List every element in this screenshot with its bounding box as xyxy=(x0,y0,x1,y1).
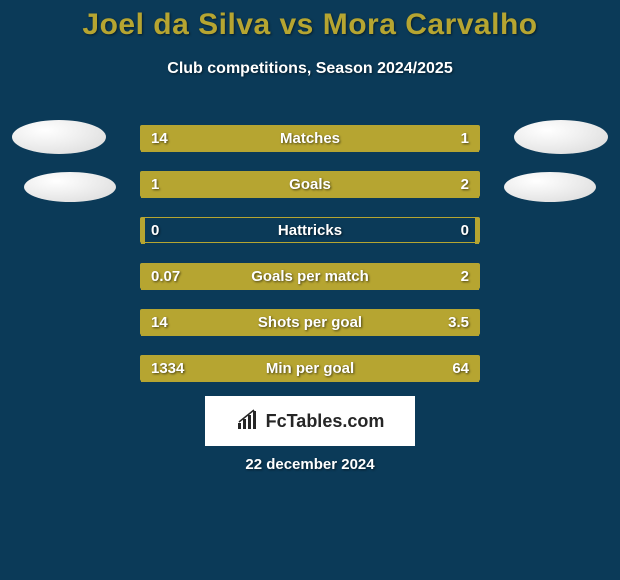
player-left-avatar xyxy=(12,120,106,154)
stat-row: Shots per goal143.5 xyxy=(140,309,480,335)
club-left-avatar xyxy=(24,172,116,202)
stat-bar-right xyxy=(399,310,479,336)
stat-bar-left xyxy=(141,126,401,152)
brand-chart-icon xyxy=(236,409,260,433)
stat-value-right: 0 xyxy=(461,218,469,244)
stat-bar-right xyxy=(409,356,479,382)
stat-row: Matches141 xyxy=(140,125,480,151)
date-text: 22 december 2024 xyxy=(0,456,620,473)
stat-bar-left xyxy=(141,310,401,336)
stat-bar-left xyxy=(141,172,241,198)
stat-value-left: 0 xyxy=(151,218,159,244)
stat-row: Goals per match0.072 xyxy=(140,263,480,289)
stat-bar-right xyxy=(399,126,479,152)
stat-bar-right xyxy=(475,218,479,244)
stat-bar-left xyxy=(141,356,411,382)
stat-bar-right xyxy=(147,264,479,290)
page-subtitle: Club competitions, Season 2024/2025 xyxy=(0,60,620,78)
stat-row: Hattricks0 0 xyxy=(140,217,480,243)
stat-bar-left xyxy=(141,218,145,244)
comparison-infographic: Joel da Silva vs Mora Carvalho Club comp… xyxy=(0,0,620,580)
stat-bars: Matches141 Goals12 Hattricks0 0 Goals per ma… xyxy=(140,125,480,401)
club-right-avatar xyxy=(504,172,596,202)
stat-label: Hattricks xyxy=(141,218,479,244)
player-right-avatar xyxy=(514,120,608,154)
page-title: Joel da Silva vs Mora Carvalho xyxy=(0,0,620,42)
stat-row: Goals12 xyxy=(140,171,480,197)
brand-badge: FcTables.com xyxy=(205,396,415,446)
brand-text: FcTables.com xyxy=(266,411,385,432)
stat-row: Min per goal133464 xyxy=(140,355,480,381)
stat-bar-right xyxy=(239,172,479,198)
